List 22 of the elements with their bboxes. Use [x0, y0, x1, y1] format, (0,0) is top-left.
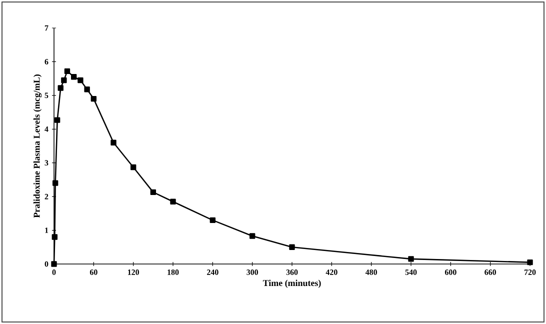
point: [249, 233, 256, 239]
point: [170, 198, 176, 204]
y-axis-title: Pralidoxime Plasma Levels (mcg/mL): [33, 74, 42, 218]
point: [110, 140, 116, 146]
point: [90, 96, 97, 102]
x-axis-title: Time (minutes): [262, 280, 321, 288]
point: [54, 117, 60, 123]
point: [52, 180, 58, 186]
point: [130, 164, 136, 170]
point: [70, 74, 77, 80]
point: [61, 77, 67, 84]
point: [527, 259, 533, 266]
point: [210, 217, 216, 224]
point: [289, 244, 295, 250]
point: [52, 234, 58, 240]
point: [58, 85, 64, 91]
point: [78, 77, 84, 84]
point: [408, 256, 414, 262]
point: [64, 68, 70, 74]
point: [51, 261, 57, 267]
point: [84, 86, 90, 92]
point: [150, 189, 156, 196]
